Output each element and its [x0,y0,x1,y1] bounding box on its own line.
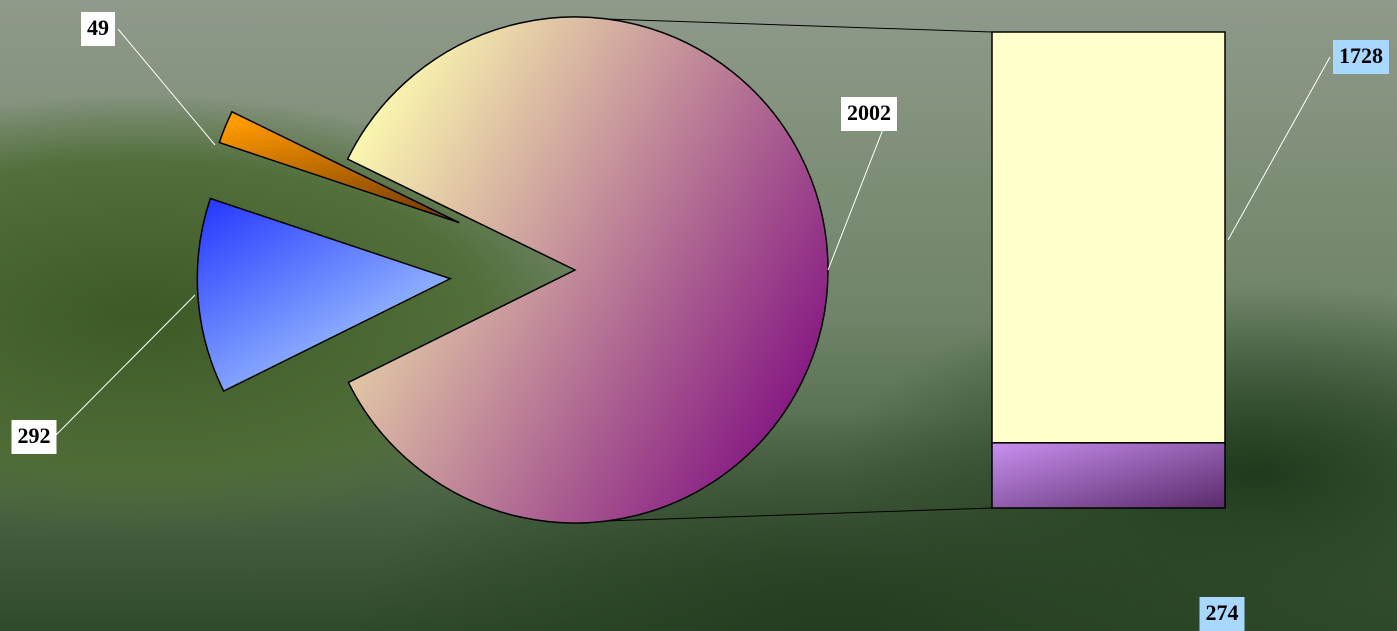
data-label: 2002 [847,100,891,125]
data-label: 292 [18,423,51,448]
data-label: 1728 [1339,43,1383,68]
bar-segment [992,32,1225,443]
data-label: 49 [87,15,109,40]
chart: 2002 292 49 1728 274 [0,0,1397,631]
bar-segment [992,443,1225,508]
data-label: 274 [1206,600,1239,625]
